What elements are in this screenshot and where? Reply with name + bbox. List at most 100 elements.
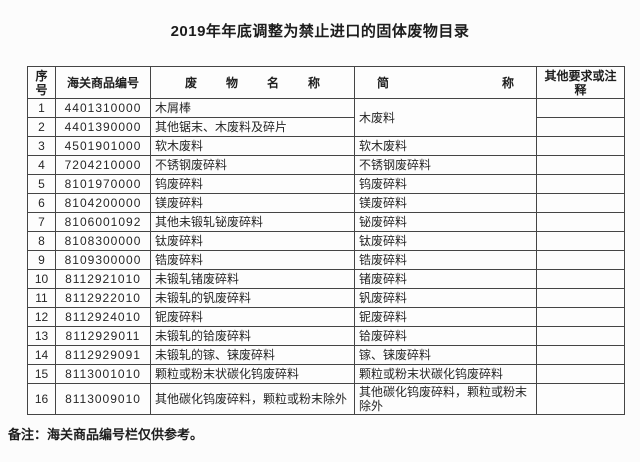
serial-number-cell: 8	[27, 231, 56, 251]
short-name-cell: 木废料	[354, 98, 537, 137]
table-row: 7 8106001092 其他未锻轧铋废碎料 铋废碎料	[27, 212, 625, 232]
hs-code-cell: 4401310000	[55, 98, 151, 118]
serial-number-cell: 11	[27, 288, 56, 308]
table-row: 16 8113009010 其他碳化钨废碎料，颗粒或粉末除外 其他碳化钨废碎料，颗粒或…	[27, 383, 625, 415]
short-name-cell: 铪废碎料	[354, 326, 537, 346]
waste-name-cell: 其他未锻轧铋废碎料	[150, 212, 355, 232]
hs-code-cell: 8109300000	[55, 250, 151, 270]
notes-cell	[536, 250, 625, 270]
waste-name-cell: 钨废碎料	[150, 174, 355, 194]
serial-number-cell: 12	[27, 307, 56, 327]
notes-cell	[536, 269, 625, 289]
serial-number-cell: 16	[27, 383, 56, 415]
document-title: 2019年年底调整为禁止进口的固体废物目录	[170, 23, 470, 40]
short-name-cell: 软木废料	[354, 136, 537, 156]
column-header-hs-code: 海关商品编号	[55, 66, 151, 99]
serial-number-cell: 1	[27, 98, 56, 118]
table-row: 11 8112922010 未锻轧的钒废碎料 钒废碎料	[27, 288, 625, 308]
waste-name-cell: 铌废碎料	[150, 307, 355, 327]
document-page: 2019年年底调整为禁止进口的固体废物目录 序号 海关商品编号废 物 名 称简 称…	[0, 22, 640, 443]
short-name-cell: 钨废碎料	[354, 174, 537, 194]
notes-cell	[536, 345, 625, 365]
notes-cell	[536, 364, 625, 384]
short-name-cell: 镓、铼废碎料	[354, 345, 537, 365]
serial-number-cell: 15	[27, 364, 56, 384]
hs-code-cell: 8113001010	[55, 364, 151, 384]
waste-name-cell: 镁废碎料	[150, 193, 355, 213]
waste-name-cell: 未锻轧的镓、铼废碎料	[150, 345, 355, 365]
hs-code-cell: 4401390000	[55, 117, 151, 137]
short-name-cell: 锗废碎料	[354, 269, 537, 289]
notes-cell	[536, 117, 625, 137]
hs-code-cell: 8113009010	[55, 383, 151, 415]
waste-name-cell: 其他碳化钨废碎料，颗粒或粉末除外	[150, 383, 355, 415]
table-row: 1 4401310000 木屑棒 木废料	[27, 98, 625, 137]
hs-code-cell: 8112924010	[55, 307, 151, 327]
notes-cell	[536, 231, 625, 251]
header-row: 序号 海关商品编号废 物 名 称简 称其他要求或注释	[27, 66, 625, 99]
notes-cell	[536, 174, 625, 194]
short-name-cell: 钒废碎料	[354, 288, 537, 308]
serial-number-cell: 9	[27, 250, 56, 270]
waste-name-cell: 未锻轧的钒废碎料	[150, 288, 355, 308]
footnote: 备注：海关商品编号栏仅供参考。	[8, 427, 204, 442]
waste-name-cell: 锆废碎料	[150, 250, 355, 270]
waste-catalog-table: 序号 海关商品编号废 物 名 称简 称其他要求或注释 1 4401310000 木屑棒…	[27, 66, 625, 415]
hs-code-cell: 7204210000	[55, 155, 151, 175]
hs-code-cell: 8101970000	[55, 174, 151, 194]
serial-number-cell: 5	[27, 174, 56, 194]
hs-code-cell: 8112921010	[55, 269, 151, 289]
short-name-cell: 铋废碎料	[354, 212, 537, 232]
table-header: 序号 海关商品编号废 物 名 称简 称其他要求或注释	[27, 66, 625, 99]
waste-name-cell: 其他锯末、木废料及碎片	[150, 117, 355, 137]
hs-code-cell: 8106001092	[55, 212, 151, 232]
waste-name-cell: 钛废碎料	[150, 231, 355, 251]
column-header-notes: 其他要求或注释	[536, 66, 625, 99]
hs-code-cell: 8112929011	[55, 326, 151, 346]
serial-number-cell: 10	[27, 269, 56, 289]
serial-number-cell: 13	[27, 326, 56, 346]
table-row: 5 8101970000 钨废碎料 钨废碎料	[27, 174, 625, 194]
table-body: 1 4401310000 木屑棒 木废料 2 4401390000 其他锯末、木废料及碎片 3…	[27, 98, 625, 415]
short-name-cell: 钛废碎料	[354, 231, 537, 251]
column-header-short-name: 简 称	[354, 66, 537, 99]
waste-name-cell: 未锻轧的铪废碎料	[150, 326, 355, 346]
table-row: 13 8112929011 未锻轧的铪废碎料 铪废碎料	[27, 326, 625, 346]
table-row: 8 8108300000 钛废碎料 钛废碎料	[27, 231, 625, 251]
waste-name-cell: 软木废料	[150, 136, 355, 156]
serial-number-cell: 14	[27, 345, 56, 365]
table-row: 4 7204210000 不锈钢废碎料 不锈钢废碎料	[27, 155, 625, 175]
notes-cell	[536, 193, 625, 213]
serial-number-cell: 6	[27, 193, 56, 213]
notes-cell	[536, 326, 625, 346]
table-row: 15 8113001010 颗粒或粉末状碳化钨废碎料 颗粒或粉末状碳化钨废碎料	[27, 364, 625, 384]
notes-cell	[536, 383, 625, 415]
serial-number-cell: 3	[27, 136, 56, 156]
short-name-cell: 颗粒或粉末状碳化钨废碎料	[354, 364, 537, 384]
serial-number-cell: 4	[27, 155, 56, 175]
serial-number-cell: 2	[27, 117, 56, 137]
notes-cell	[536, 98, 625, 118]
waste-name-cell: 木屑棒	[150, 98, 355, 118]
notes-cell	[536, 155, 625, 175]
table-row: 10 8112921010 未锻轧锗废碎料 锗废碎料	[27, 269, 625, 289]
short-name-cell: 锆废碎料	[354, 250, 537, 270]
short-name-cell: 不锈钢废碎料	[354, 155, 537, 175]
notes-cell	[536, 288, 625, 308]
column-header-waste-name: 废 物 名 称	[150, 66, 355, 99]
table-row: 12 8112924010 铌废碎料 铌废碎料	[27, 307, 625, 327]
short-name-cell: 其他碳化钨废碎料，颗粒或粉末除外	[354, 383, 537, 415]
table-row: 14 8112929091 未锻轧的镓、铼废碎料 镓、铼废碎料	[27, 345, 625, 365]
notes-cell	[536, 307, 625, 327]
hs-code-cell: 8104200000	[55, 193, 151, 213]
waste-name-cell: 颗粒或粉末状碳化钨废碎料	[150, 364, 355, 384]
table-row: 3 4501901000 软木废料 软木废料	[27, 136, 625, 156]
short-name-cell: 铌废碎料	[354, 307, 537, 327]
hs-code-cell: 8112929091	[55, 345, 151, 365]
waste-name-cell: 未锻轧锗废碎料	[150, 269, 355, 289]
notes-cell	[536, 136, 625, 156]
table-row: 6 8104200000 镁废碎料 镁废碎料	[27, 193, 625, 213]
serial-number-cell: 7	[27, 212, 56, 232]
short-name-cell: 镁废碎料	[354, 193, 537, 213]
hs-code-cell: 8112922010	[55, 288, 151, 308]
